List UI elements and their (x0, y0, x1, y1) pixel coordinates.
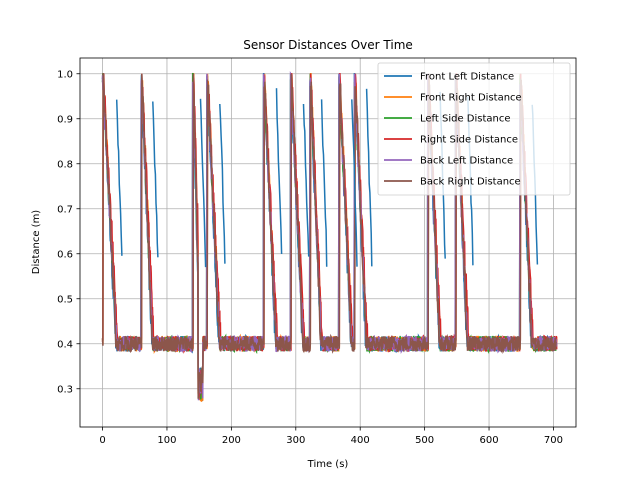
legend-label: Right Side Distance (420, 135, 518, 146)
x-tick-label: 300 (286, 435, 305, 446)
legend: Front Left Distance Front Right Distance L… (377, 62, 571, 196)
y-tick-label: 0.8 (57, 159, 73, 170)
x-tick-label: 0 (99, 435, 105, 446)
y-tick-label: 0.6 (57, 249, 73, 260)
front-left-spike (351, 99, 358, 267)
front-left-spike (275, 88, 283, 255)
front-left-spike (199, 98, 207, 268)
x-ticks: 0 100 200 300 400 500 600 700 (99, 427, 563, 446)
front-left-spike (152, 101, 159, 258)
y-axis-label: Distance (m) (31, 210, 42, 275)
y-tick-label: 0.4 (57, 339, 73, 350)
front-left-spike (302, 103, 310, 257)
x-tick-label: 600 (479, 435, 498, 446)
x-axis-label: Time (s) (307, 459, 349, 470)
y-tick-label: 1.0 (57, 69, 73, 80)
legend-box (377, 62, 571, 196)
plot-area-frame (79, 57, 577, 428)
x-tick-label: 200 (222, 435, 241, 446)
legend-label: Back Left Distance (420, 156, 513, 167)
legend-label: Back Right Distance (420, 177, 521, 188)
front-left-spike (320, 99, 328, 267)
legend-label: Left Side Distance (420, 114, 511, 125)
y-tick-label: 0.7 (57, 204, 73, 215)
y-tick-label: 0.9 (57, 114, 73, 125)
y-ticks: 0.3 0.4 0.5 0.6 0.7 0.8 0.9 1.0 (57, 69, 80, 395)
legend-label: Front Right Distance (420, 93, 522, 104)
y-tick-label: 0.5 (57, 294, 73, 305)
y-tick-label: 0.3 (57, 384, 73, 395)
front-left-spike (115, 99, 123, 256)
series-line-6 (101, 73, 557, 399)
x-tick-label: 400 (351, 435, 370, 446)
front-left-spike (365, 88, 373, 267)
series-layer (101, 70, 558, 402)
x-tick-label: 700 (544, 435, 563, 446)
chart-title: Sensor Distances Over Time (243, 38, 413, 52)
x-tick-label: 500 (415, 435, 434, 446)
legend-label: Front Left Distance (420, 72, 514, 83)
x-tick-label: 100 (157, 435, 176, 446)
front-left-spike (219, 103, 226, 264)
